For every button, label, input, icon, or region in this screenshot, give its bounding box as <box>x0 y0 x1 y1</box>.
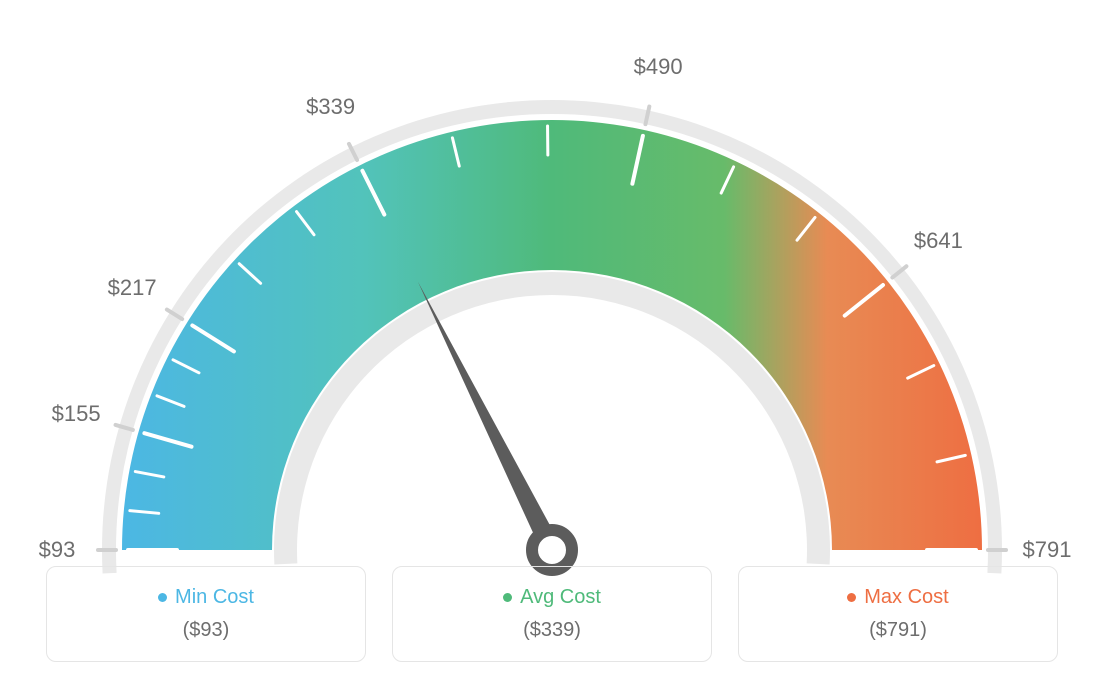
gauge-tick-label: $641 <box>914 228 963 254</box>
gauge-tick-label: $93 <box>39 537 76 563</box>
legend-dot-avg <box>503 593 512 602</box>
legend-row: Min Cost ($93) Avg Cost ($339) Max Cost … <box>46 566 1058 662</box>
legend-value-avg: ($339) <box>523 619 581 642</box>
gauge-tick-label: $791 <box>1023 537 1072 563</box>
cost-gauge <box>0 30 1104 590</box>
legend-label-min: Min Cost <box>175 586 254 609</box>
legend-dot-min <box>158 593 167 602</box>
gauge-tick-label: $155 <box>52 401 101 427</box>
legend-value-min: ($93) <box>183 619 230 642</box>
legend-value-max: ($791) <box>869 619 927 642</box>
legend-card-min: Min Cost ($93) <box>46 566 366 662</box>
legend-card-max: Max Cost ($791) <box>738 566 1058 662</box>
gauge-tick-label: $490 <box>634 54 683 80</box>
gauge-tick-label: $339 <box>306 94 355 120</box>
legend-label-avg: Avg Cost <box>520 586 601 609</box>
gauge-tick-label: $217 <box>108 275 157 301</box>
legend-dot-max <box>847 593 856 602</box>
legend-label-max: Max Cost <box>864 586 948 609</box>
legend-card-avg: Avg Cost ($339) <box>392 566 712 662</box>
